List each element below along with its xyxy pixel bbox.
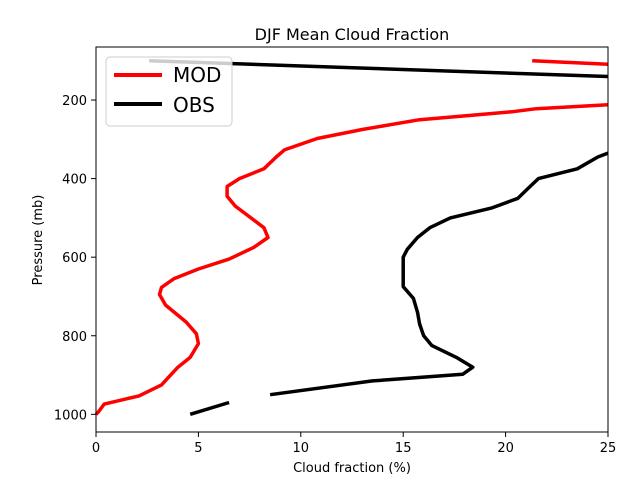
y-axis-label: Pressure (mb): [31, 195, 46, 286]
x-tick-label: 0: [92, 441, 100, 456]
x-tick-label: 10: [293, 441, 310, 456]
legend-label-obs: OBS: [173, 93, 215, 117]
series-line-obs-3: [189, 400, 230, 416]
x-tick-label: 25: [600, 441, 617, 456]
chart-title: DJF Mean Cloud Fraction: [255, 25, 450, 44]
series-line-mod-1: [532, 59, 609, 67]
x-axis: 0 5 10 15 20 25: [92, 432, 616, 456]
series-line-obs-2: [269, 151, 609, 397]
y-axis: 200 400 600 800 1000: [54, 94, 96, 423]
x-axis-label: Cloud fraction (%): [293, 461, 411, 476]
x-tick-label: 20: [497, 441, 514, 456]
x-tick-label: 15: [395, 441, 412, 456]
y-tick-label: 600: [62, 251, 87, 266]
series-line-mod-2: [94, 103, 609, 416]
y-tick-label: 1000: [54, 408, 87, 423]
legend-label-mod: MOD: [173, 63, 221, 87]
y-tick-label: 400: [62, 173, 87, 188]
y-tick-label: 800: [62, 330, 87, 345]
y-tick-label: 200: [62, 94, 87, 109]
legend: MOD OBS: [105, 56, 233, 127]
x-tick-label: 5: [194, 441, 202, 456]
plot-frame: [95, 46, 609, 433]
